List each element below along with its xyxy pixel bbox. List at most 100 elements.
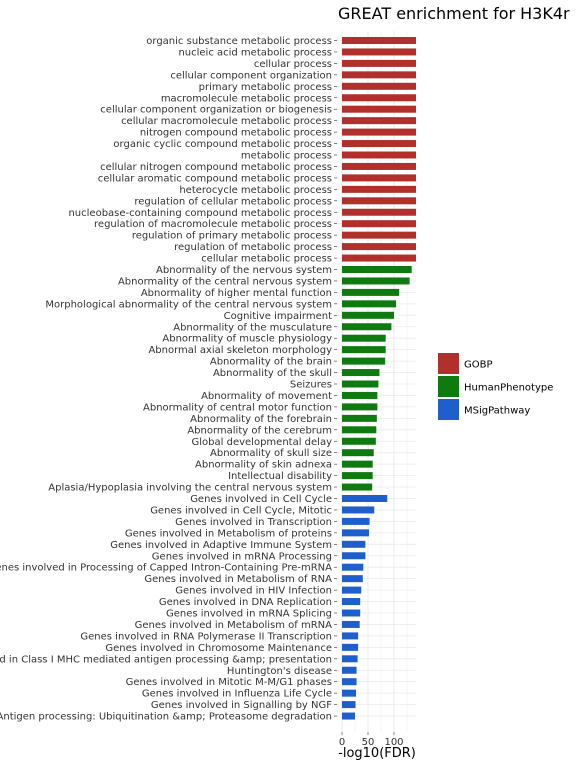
bar bbox=[342, 426, 377, 434]
bar bbox=[342, 266, 412, 273]
legend-key bbox=[438, 399, 459, 420]
bar bbox=[342, 208, 416, 216]
category-label: primary metabolic process bbox=[199, 82, 332, 93]
bar bbox=[342, 162, 416, 170]
category-label: Cognitive impairment bbox=[224, 311, 332, 322]
category-label: Genes involved in HIV Infection bbox=[175, 586, 332, 597]
category-label: Abnormality of movement bbox=[201, 391, 332, 402]
category-label: regulation of metabolic process bbox=[174, 242, 332, 253]
bar bbox=[342, 197, 416, 205]
bar bbox=[342, 712, 355, 720]
legend-key bbox=[438, 353, 459, 374]
bar bbox=[342, 357, 386, 365]
bar bbox=[342, 334, 386, 342]
bar bbox=[342, 643, 359, 651]
category-label: nucleobase-containing compound metabolic… bbox=[68, 208, 332, 219]
chart-title: GREAT enrichment for H3K4r bbox=[338, 4, 570, 23]
bar bbox=[342, 506, 375, 514]
category-labels: organic substance metabolic processnucle… bbox=[0, 36, 337, 723]
bar bbox=[342, 517, 370, 525]
category-label: heterocycle metabolic process bbox=[179, 185, 332, 196]
bar bbox=[342, 632, 359, 640]
category-label: regulation of primary metabolic process bbox=[132, 231, 332, 242]
legend-label: MSigPathway bbox=[464, 406, 530, 417]
category-label: cellular aromatic compound metabolic pro… bbox=[98, 173, 332, 184]
category-label: Global developmental delay bbox=[192, 437, 333, 448]
bar bbox=[342, 277, 410, 285]
category-label: Abnormality of the skull bbox=[213, 368, 332, 379]
category-label: Genes involved in DNA Replication bbox=[159, 597, 332, 608]
category-label: Abnormality of central motor function bbox=[143, 402, 332, 413]
category-label: cellular macromolecule metabolic process bbox=[121, 116, 332, 127]
bar bbox=[342, 403, 378, 411]
category-label: Genes involved in Class I MHC mediated a… bbox=[0, 654, 332, 665]
bar bbox=[342, 117, 416, 125]
bar bbox=[342, 552, 366, 560]
bar bbox=[342, 369, 380, 377]
bar bbox=[342, 391, 378, 399]
category-label: Genes involved in mRNA Splicing bbox=[166, 609, 332, 620]
category-label: Abnormality of the forebrain bbox=[190, 414, 332, 425]
bar bbox=[342, 701, 356, 709]
bar bbox=[342, 151, 416, 159]
bar bbox=[342, 220, 416, 228]
bar bbox=[342, 185, 416, 193]
bar bbox=[342, 71, 416, 79]
bar bbox=[342, 243, 416, 251]
category-label: organic cyclic compound metabolic proces… bbox=[113, 139, 332, 150]
bar bbox=[342, 563, 364, 571]
category-label: cellular component organization bbox=[170, 70, 332, 81]
category-label: cellular component organization or bioge… bbox=[100, 105, 332, 116]
category-label: Genes involved in Mitotic M-M/G1 phases bbox=[126, 677, 332, 688]
category-label: Abnormal axial skeleton morphology bbox=[148, 345, 332, 356]
category-label: Abnormality of the central nervous syste… bbox=[118, 276, 332, 287]
bar bbox=[342, 231, 416, 239]
bar bbox=[342, 472, 373, 480]
x-tick-label: 0 bbox=[339, 737, 345, 748]
category-label: macromolecule metabolic process bbox=[161, 93, 332, 104]
bar bbox=[342, 82, 416, 90]
category-label: Genes involved in Adaptive Immune System bbox=[110, 540, 332, 551]
bar bbox=[342, 598, 361, 606]
bar bbox=[342, 529, 370, 537]
category-label: Huntington's disease bbox=[227, 666, 332, 677]
bar bbox=[342, 483, 373, 491]
bar bbox=[342, 380, 379, 388]
category-label: cellular metabolic process bbox=[201, 254, 332, 265]
category-label: Abnormality of the brain bbox=[210, 357, 332, 368]
legend-label: HumanPhenotype bbox=[464, 383, 553, 394]
legend: GOBP HumanPhenotype MSigPathway bbox=[438, 353, 553, 420]
category-label: Morphological abnormality of the central… bbox=[45, 299, 332, 310]
bar bbox=[342, 346, 386, 354]
category-label: Abnormality of skin adnexa bbox=[195, 460, 332, 471]
legend-label: GOBP bbox=[464, 360, 493, 371]
category-label: nucleic acid metabolic process bbox=[178, 47, 332, 58]
category-label: Genes involved in RNA Polymerase II Tran… bbox=[80, 631, 332, 642]
category-label: Genes involved in mRNA Processing bbox=[152, 551, 332, 562]
category-label: Aplasia/Hypoplasia involving the central… bbox=[48, 483, 332, 494]
category-label: Genes involved in Antigen processing: Ub… bbox=[0, 712, 332, 723]
category-label: nitrogen compound metabolic process bbox=[140, 128, 332, 139]
x-tick-label: 100 bbox=[384, 737, 403, 748]
bar bbox=[342, 460, 373, 468]
bar bbox=[342, 495, 388, 502]
category-label: Genes involved in Transcription bbox=[175, 517, 332, 528]
bar bbox=[342, 323, 392, 331]
category-label: Seizures bbox=[290, 380, 332, 391]
category-label: regulation of macromolecule metabolic pr… bbox=[94, 219, 332, 230]
category-label: organic substance metabolic process bbox=[146, 36, 332, 47]
category-label: Abnormality of skull size bbox=[210, 448, 332, 459]
bar bbox=[342, 105, 416, 113]
bar bbox=[342, 655, 358, 663]
category-label: Abnormality of the musculature bbox=[173, 322, 332, 333]
category-label: metabolic process bbox=[241, 151, 332, 162]
category-label: Genes involved in Chromosome Maintenance bbox=[105, 643, 332, 654]
bar bbox=[342, 437, 376, 445]
bar bbox=[342, 140, 416, 148]
x-tick-label: 50 bbox=[362, 737, 375, 748]
category-label: Intellectual disability bbox=[228, 471, 332, 482]
category-label: Genes involved in Signalling by NGF bbox=[151, 700, 332, 711]
bar bbox=[342, 128, 416, 136]
category-label: cellular nitrogen compound metabolic pro… bbox=[100, 162, 332, 173]
